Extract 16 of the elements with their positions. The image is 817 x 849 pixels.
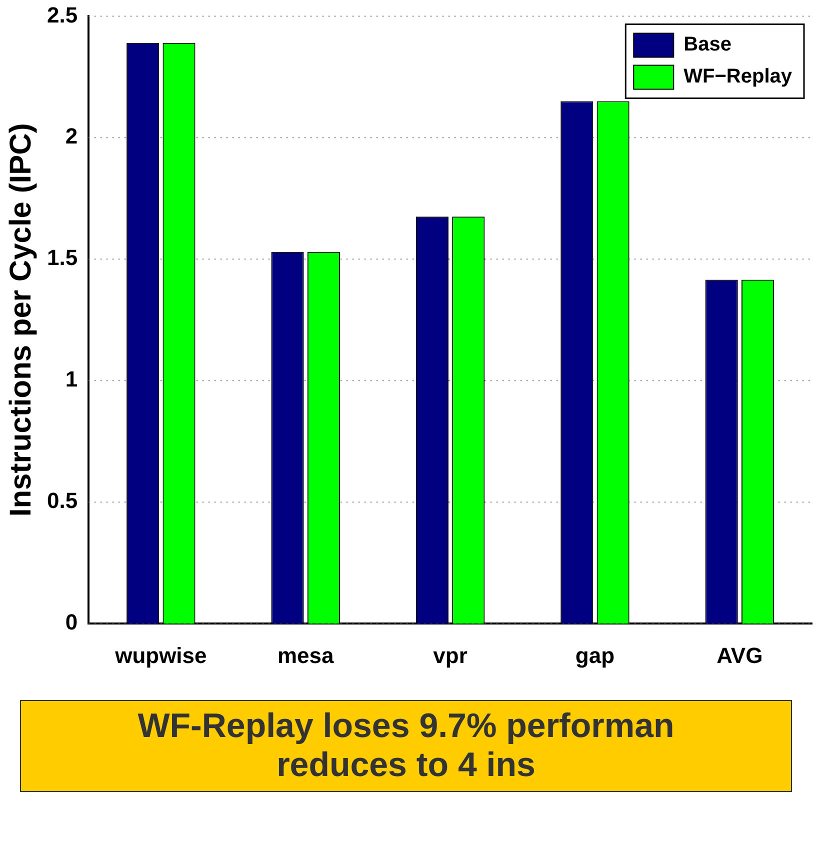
x-tick-label: wupwise (114, 642, 207, 668)
y-tick-label: 1 (65, 366, 78, 392)
y-tick-label: 0.5 (46, 488, 78, 514)
y-tick-label: 2 (65, 124, 78, 149)
text: WF-Replay loses 9.7% performan (136, 707, 676, 746)
x-tick-label: AVG (716, 642, 763, 668)
x-tick-label: vpr (433, 642, 468, 668)
y-tick-label: 2.5 (46, 2, 78, 28)
legend-label: Base (684, 34, 732, 56)
y-tick-label: 0 (65, 610, 78, 635)
legend-label: WF−Replay (684, 66, 793, 88)
x-tick-label: gap (575, 642, 615, 668)
x-tick-label: mesa (277, 642, 334, 668)
y-tick-label: 1.5 (46, 245, 78, 270)
y-axis-title: Instructions per Cycle (IPC) (4, 123, 38, 517)
text: reduces to 4 ins (276, 746, 536, 785)
